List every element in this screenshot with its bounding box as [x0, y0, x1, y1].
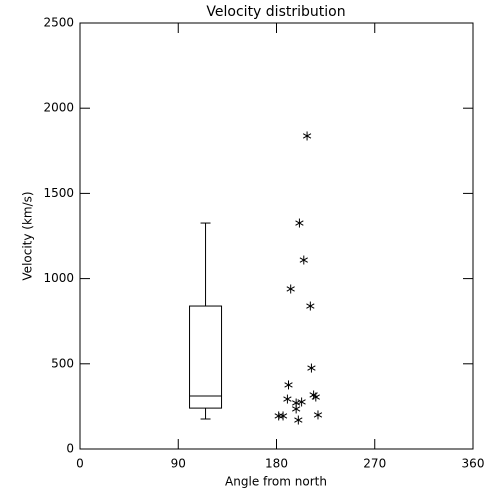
asterisk-point — [286, 284, 295, 294]
y-tick-label: 1000 — [43, 271, 74, 285]
asterisk-stroke — [306, 303, 315, 309]
x-tick-label: 360 — [462, 457, 485, 471]
asterisk-point — [284, 380, 293, 390]
x-axis-label: Angle from north — [225, 475, 327, 489]
y-axis-label: Velocity (km/s) — [21, 191, 35, 280]
asterisk-stroke — [311, 394, 320, 400]
y-tick-label: 1500 — [43, 186, 74, 200]
asterisk-stroke — [313, 412, 323, 418]
asterisk-point — [295, 218, 304, 228]
asterisk-stroke — [286, 286, 295, 292]
x-tick-label: 0 — [76, 457, 84, 471]
y-tick-label: 2000 — [43, 101, 74, 115]
y-tick-label: 2500 — [43, 16, 74, 30]
asterisk-point — [313, 410, 323, 420]
asterisk-stroke — [274, 413, 283, 419]
asterisk-stroke — [299, 257, 308, 263]
asterisk-stroke — [302, 133, 312, 139]
asterisk-point — [297, 397, 306, 407]
y-tick-label: 500 — [51, 356, 74, 370]
asterisk-stroke — [295, 220, 304, 226]
y-tick-label: 0 — [66, 442, 74, 456]
asterisk-point — [311, 392, 320, 402]
asterisk-stroke — [284, 382, 293, 388]
x-tick-label: 270 — [363, 457, 386, 471]
x-tick-label: 90 — [171, 457, 186, 471]
asterisk-stroke — [294, 417, 303, 423]
asterisk-point — [299, 255, 308, 265]
asterisk-point — [294, 415, 303, 425]
asterisk-stroke — [297, 399, 306, 405]
asterisk-stroke — [307, 365, 316, 371]
asterisk-point — [283, 394, 292, 404]
box — [189, 305, 223, 409]
x-tick-label: 180 — [265, 457, 288, 471]
asterisk-point — [306, 301, 315, 311]
asterisk-stroke — [292, 400, 301, 406]
asterisk-point — [302, 131, 312, 141]
asterisk-point — [307, 363, 316, 373]
asterisk-stroke — [283, 396, 292, 402]
chart-title: Velocity distribution — [206, 4, 345, 20]
asterisk-stroke — [292, 406, 301, 412]
asterisk-point — [292, 404, 301, 414]
asterisk-point — [274, 411, 283, 421]
